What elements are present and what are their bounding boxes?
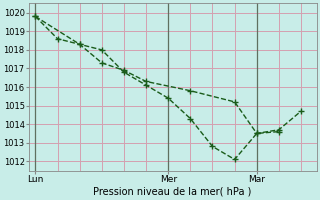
X-axis label: Pression niveau de la mer( hPa ): Pression niveau de la mer( hPa ) [93, 187, 252, 197]
